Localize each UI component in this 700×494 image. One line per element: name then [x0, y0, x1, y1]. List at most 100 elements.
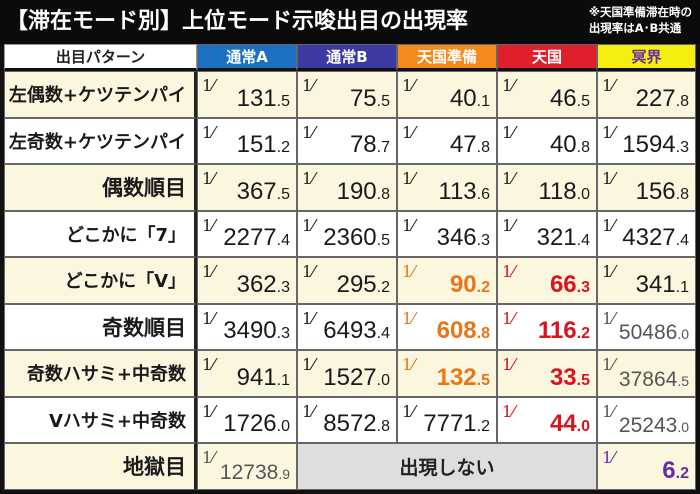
rate-decimal: .5	[276, 185, 290, 203]
rate-value: 1594.3	[622, 133, 689, 157]
rate-value: 75.5	[350, 86, 390, 111]
rate-value: 295.2	[337, 272, 390, 297]
rate-cell: 1⁄ 321.4	[497, 210, 597, 257]
rate-cell: 1⁄ 131.5	[197, 71, 297, 118]
rate-cell: 1⁄ 40.8	[497, 117, 597, 164]
rate-decimal: .1	[675, 278, 689, 296]
rate-cell: 1⁄ 116.2	[497, 303, 597, 350]
fraction-mark: 1⁄	[602, 76, 615, 95]
rate-value: 346.3	[437, 226, 490, 250]
rate-cell: 1⁄ 90.2	[397, 257, 497, 304]
rate-integer: 46	[549, 84, 577, 112]
fraction-mark: 1⁄	[602, 355, 615, 374]
rate-integer: 40	[449, 84, 477, 112]
fraction-mark: 1⁄	[202, 448, 215, 467]
rate-value: 2277.4	[223, 226, 290, 250]
rate-decimal: .0	[677, 419, 689, 435]
row-label: 偶数順目	[4, 164, 197, 211]
fraction-mark: 1⁄	[502, 262, 515, 281]
rate-cell: 1⁄ 132.5	[397, 350, 497, 397]
rate-value: 190.8	[336, 177, 390, 205]
rate-integer: 50486	[618, 321, 678, 344]
rate-cell: 1⁄ 113.6	[397, 164, 497, 211]
rate-cell: 1⁄ 25243.0	[597, 396, 696, 443]
rate-value: 118.0	[538, 179, 590, 204]
rate-decimal: .8	[476, 139, 490, 156]
rate-integer: 47	[449, 131, 477, 158]
rate-value: 608.8	[437, 319, 490, 343]
rate-value: 7771.2	[423, 412, 490, 436]
rate-value: 1527.0	[323, 365, 390, 390]
rate-decimal: .3	[276, 325, 290, 342]
rate-value: 6493.4	[323, 319, 390, 343]
fraction-mark: 1⁄	[202, 308, 215, 328]
rate-cell: 1⁄ 46.5	[497, 71, 597, 118]
rate-integer: 6	[662, 456, 676, 484]
rate-value: 40.8	[550, 133, 590, 157]
rate-decimal: .2	[276, 139, 290, 156]
fraction-mark: 1⁄	[402, 215, 415, 235]
rate-decimal: .8	[476, 325, 490, 342]
rate-cell: 1⁄ 341.1	[597, 257, 696, 304]
rate-integer: 156	[635, 177, 676, 205]
fraction-mark: 1⁄	[202, 401, 215, 421]
rate-value: 33.5	[549, 363, 590, 391]
rate-decimal: .3	[576, 278, 590, 296]
rate-value: 1726.0	[223, 412, 290, 436]
rate-cell: 1⁄ 367.5	[197, 164, 297, 211]
rate-integer: 190	[336, 177, 377, 205]
rate-cell: 1⁄ 8572.8	[297, 396, 397, 443]
rate-integer: 3490	[223, 317, 277, 344]
rate-integer: 44	[549, 410, 577, 437]
rate-decimal: .2	[476, 418, 490, 435]
rate-value: 227.8	[635, 84, 689, 112]
column-header-pattern: 出目パターン	[4, 44, 197, 71]
rate-decimal: .5	[677, 372, 689, 389]
rate-cell: 1⁄ 227.8	[597, 71, 696, 118]
rate-cell: 1⁄ 33.5	[497, 350, 597, 397]
rate-decimal: .3	[476, 232, 490, 249]
rate-cell: 1⁄ 3490.3	[197, 303, 297, 350]
rate-cell: 1⁄ 12738.9	[197, 443, 297, 490]
rate-decimal: .8	[675, 185, 689, 203]
rate-value: 113.6	[438, 177, 490, 205]
not-appear-cell: 出現しない	[297, 443, 597, 490]
rate-value: 6.2	[662, 456, 689, 484]
rate-value: 341.1	[635, 270, 689, 298]
rate-cell: 1⁄ 66.3	[497, 257, 597, 304]
rate-integer: 113	[438, 177, 477, 205]
rate-integer: 8572	[323, 410, 377, 437]
probability-table: 出目パターン 通常A 通常B 天国準備 天国 冥界 左偶数+ケツテンパイ 1⁄ 13…	[4, 44, 696, 490]
rate-decimal: .3	[675, 139, 689, 156]
rate-value: 321.4	[537, 226, 590, 250]
column-header-heaven-prep: 天国準備	[397, 44, 497, 71]
fraction-mark: 1⁄	[502, 401, 515, 421]
fraction-mark: 1⁄	[502, 169, 515, 188]
rate-integer: 25243	[618, 414, 678, 437]
fraction-mark: 1⁄	[602, 401, 615, 421]
rate-integer: 227	[635, 84, 676, 112]
rate-integer: 12738	[219, 460, 279, 484]
rate-decimal: .4	[675, 232, 689, 249]
fraction-mark: 1⁄	[302, 215, 315, 235]
column-header-heaven: 天国	[497, 44, 597, 71]
row-label: どこかに「7」	[4, 210, 197, 257]
row-label: 地獄目	[4, 443, 197, 490]
rate-integer: 33	[549, 363, 577, 391]
rate-decimal: .5	[576, 92, 590, 110]
fraction-mark: 1⁄	[502, 308, 515, 328]
rate-value: 367.5	[237, 179, 290, 204]
rate-decimal: .8	[376, 185, 390, 203]
fraction-mark: 1⁄	[202, 169, 215, 188]
row-label: 奇数順目	[4, 303, 197, 350]
rate-cell: 1⁄ 2277.4	[197, 210, 297, 257]
rate-decimal: .5	[476, 371, 490, 389]
rate-integer: 341	[635, 270, 676, 298]
rate-value: 78.7	[350, 133, 390, 157]
rate-integer: 132	[436, 363, 477, 391]
fraction-mark: 1⁄	[602, 262, 615, 281]
footnote-line-2: 出現率はA･B共通	[588, 21, 682, 35]
fraction-mark: 1⁄	[302, 122, 315, 142]
rate-decimal: .0	[576, 418, 590, 435]
rate-cell: 1⁄ 47.8	[397, 117, 497, 164]
